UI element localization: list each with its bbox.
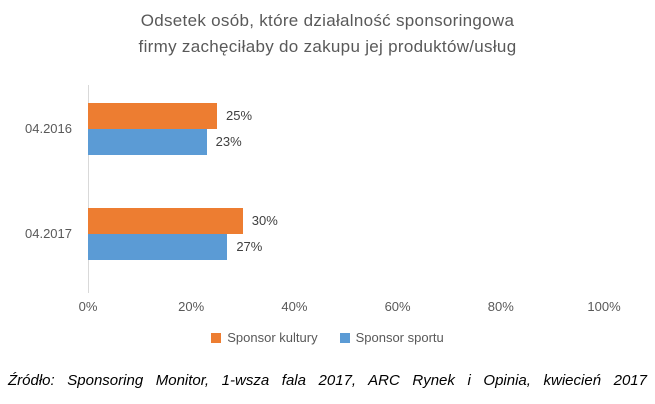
x-tick-40%: 40%	[281, 299, 308, 314]
legend-swatch-sponsor-sportu	[339, 332, 350, 343]
bar-value-04.2016-sponsor-kultury: 25%	[226, 108, 253, 123]
x-tick-0%: 0%	[78, 299, 98, 314]
bar-04.2016-sponsor-kultury	[88, 103, 217, 129]
category-label-04.2016: 04.2016	[25, 121, 72, 136]
source-note: Źródło: Sponsoring Monitor, 1-wsza fala …	[8, 372, 647, 389]
y-axis-line	[88, 85, 89, 293]
legend-swatch-sponsor-kultury	[211, 332, 222, 343]
x-tick-80%: 80%	[487, 299, 514, 314]
chart-title: Odsetek osób, które działalność sponsori…	[0, 8, 655, 60]
bar-04.2016-sponsor-sportu	[88, 129, 207, 155]
legend-item-sponsor-sportu: Sponsor sportu	[339, 330, 444, 345]
chart-legend: Sponsor kultury Sponsor sportu	[0, 330, 655, 345]
bar-value-04.2016-sponsor-sportu: 23%	[215, 134, 242, 149]
chart-title-line1: Odsetek osób, które działalność sponsori…	[140, 11, 515, 30]
legend-label-sponsor-kultury: Sponsor kultury	[227, 330, 318, 345]
bar-04.2017-sponsor-sportu	[88, 234, 228, 260]
x-tick-100%: 100%	[587, 299, 621, 314]
bar-04.2017-sponsor-kultury	[88, 208, 243, 234]
bar-value-04.2017-sponsor-sportu: 27%	[236, 239, 263, 254]
x-tick-60%: 60%	[384, 299, 411, 314]
x-tick-20%: 20%	[178, 299, 205, 314]
legend-label-sponsor-sportu: Sponsor sportu	[355, 330, 444, 345]
bar-value-04.2017-sponsor-kultury: 30%	[251, 213, 278, 228]
legend-item-sponsor-kultury: Sponsor kultury	[211, 330, 318, 345]
category-label-04.2017: 04.2017	[25, 226, 72, 241]
chart-title-line2: firmy zachęciłaby do zakupu jej produktó…	[138, 37, 517, 56]
